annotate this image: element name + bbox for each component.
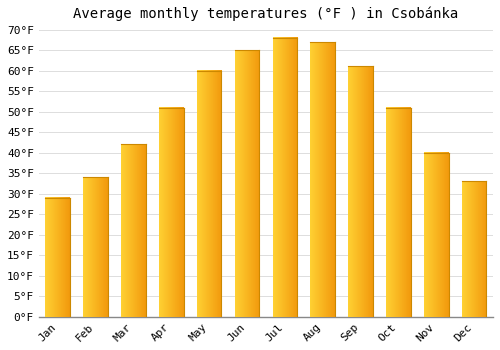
- Title: Average monthly temperatures (°F ) in Csobánka: Average monthly temperatures (°F ) in Cs…: [74, 7, 458, 21]
